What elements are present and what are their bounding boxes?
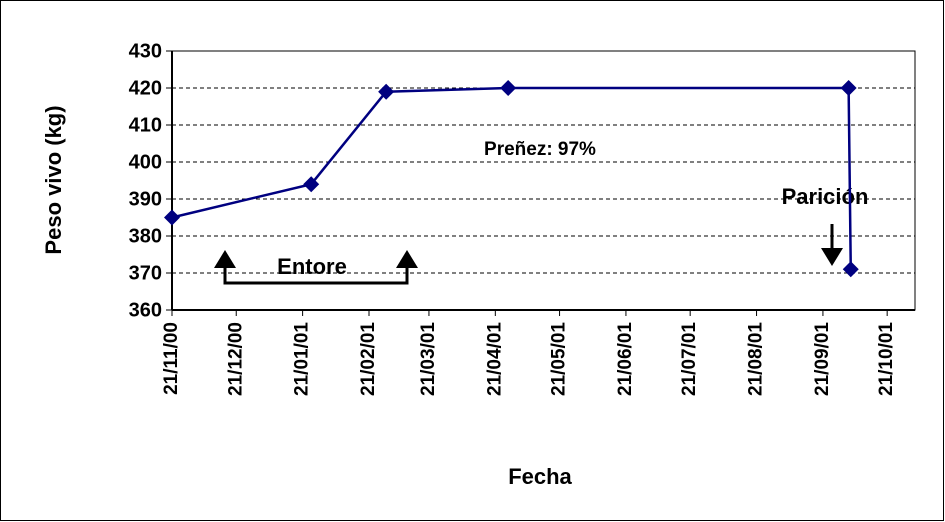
x-tick-label: 21/01/01 [292,322,313,396]
line [171,86,853,270]
x-tick-label: 21/05/01 [549,322,570,396]
x-tick-label: 21/07/01 [679,322,700,396]
y-tick-label: 400 [129,151,162,173]
parturition-arrow [821,224,843,266]
marker [378,83,395,100]
marker [500,80,517,96]
y-tick-label: 360 [129,299,162,321]
plot-area [171,50,916,311]
x-tick-label: 21/03/01 [418,322,439,396]
annotation: Parición [782,184,869,209]
marker [164,209,180,226]
annotation: Entore [277,254,347,279]
x-tick-label: 21/09/01 [812,322,833,396]
x-tick-label: 21/02/01 [358,322,379,396]
y-tick-label: 430 [129,40,162,62]
mating-bracket [214,250,418,285]
marker [303,176,320,193]
x-axis-label: Fecha [508,464,572,489]
x-tick-label: 21/10/01 [876,322,897,396]
y-tick-label: 380 [129,225,162,247]
x-tick-label: 21/04/01 [484,322,505,396]
marker [842,261,859,278]
y-tick-label: 390 [129,188,162,210]
x-tick-label: 21/08/01 [746,322,767,396]
x-tick-label: 21/12/00 [225,322,246,396]
y-tick-label: 420 [129,77,162,99]
y-tick-label: 410 [129,114,162,136]
marker [840,80,857,96]
x-tick-label: 21/11/00 [161,322,182,395]
annotation: Preñez: 97% [484,139,596,160]
x-tick-label: 21/06/01 [615,322,636,396]
y-tick-label: 370 [129,262,162,284]
y-axis-label: Peso vivo (kg) [41,105,66,254]
